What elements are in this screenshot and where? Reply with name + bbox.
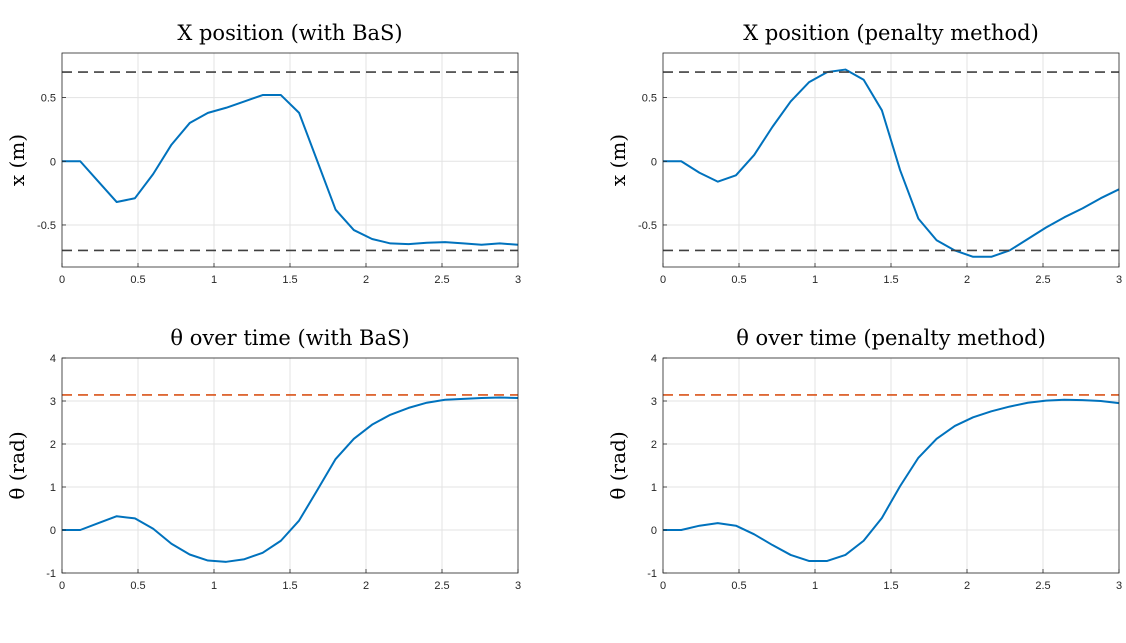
y-tick-label: -1 — [46, 568, 56, 580]
x-tick-label: 1 — [812, 580, 818, 592]
y-tick-label: 4 — [50, 353, 56, 365]
x-tick-label: 0 — [59, 580, 65, 592]
x-tick-label: 2.5 — [434, 580, 449, 592]
x-tick-label: 1.5 — [883, 580, 898, 592]
y-tick-label: -1 — [647, 568, 657, 580]
y-tick-label: 0 — [651, 525, 657, 537]
x-tick-label: 0.5 — [731, 274, 746, 286]
x-tick-label: 2.5 — [434, 274, 449, 286]
chart-panel-0: 0 0.5 1 1.5 2 2.5 3 -0.5 0 0.5 X position (with Ba… — [5, 21, 521, 286]
x-tick-label: 2 — [363, 580, 369, 592]
y-axis-label: x (m) — [5, 134, 29, 186]
y-tick-label: 4 — [651, 353, 657, 365]
x-tick-label: 3 — [1116, 274, 1122, 286]
y-tick-label: 0.5 — [642, 93, 657, 105]
y-axis-label: x (m) — [606, 134, 630, 186]
series-line — [663, 68, 1120, 258]
y-tick-label: 0.5 — [41, 93, 56, 105]
chart-title: X position (penalty method) — [743, 21, 1039, 45]
x-tick-label: 1 — [812, 274, 818, 286]
x-tick-label: 2 — [964, 274, 970, 286]
x-tick-label: 0.5 — [731, 580, 746, 592]
x-tick-label: 2 — [964, 580, 970, 592]
chart-title: θ over time (with BaS) — [170, 326, 409, 350]
x-tick-label: 3 — [515, 274, 521, 286]
series-line — [62, 396, 519, 563]
x-tick-label: 1 — [211, 580, 217, 592]
x-tick-label: 1 — [211, 274, 217, 286]
chart-title: θ over time (penalty method) — [736, 326, 1046, 350]
x-tick-label: 0.5 — [130, 580, 145, 592]
x-tick-label: 1.5 — [883, 274, 898, 286]
y-tick-label: 2 — [651, 439, 657, 451]
y-tick-label: 3 — [651, 396, 657, 408]
x-tick-label: 0.5 — [130, 274, 145, 286]
y-tick-label: 1 — [50, 482, 56, 494]
x-tick-label: 3 — [1116, 580, 1122, 592]
y-axis-label: θ (rad) — [5, 431, 29, 499]
series-line — [663, 398, 1120, 562]
x-tick-label: 0 — [59, 274, 65, 286]
chart-panel-1: 0 0.5 1 1.5 2 2.5 3 -0.5 0 0.5 X position (penalty… — [606, 21, 1122, 286]
x-tick-label: 1.5 — [282, 580, 297, 592]
x-tick-label: 1.5 — [282, 274, 297, 286]
x-tick-label: 2.5 — [1035, 580, 1050, 592]
series-line — [62, 94, 519, 246]
y-tick-label: -0.5 — [638, 220, 657, 232]
y-tick-label: 1 — [651, 482, 657, 494]
y-tick-label: 0 — [50, 525, 56, 537]
y-axis-label: θ (rad) — [606, 431, 630, 499]
y-tick-label: 3 — [50, 396, 56, 408]
x-tick-label: 0 — [660, 274, 666, 286]
x-tick-label: 3 — [515, 580, 521, 592]
y-tick-label: 0 — [651, 156, 657, 168]
y-tick-label: -0.5 — [37, 220, 56, 232]
y-tick-label: 2 — [50, 439, 56, 451]
x-tick-label: 0 — [660, 580, 666, 592]
y-tick-label: 0 — [50, 156, 56, 168]
x-tick-label: 2 — [363, 274, 369, 286]
chart-title: X position (with BaS) — [177, 21, 402, 45]
x-tick-label: 2.5 — [1035, 274, 1050, 286]
